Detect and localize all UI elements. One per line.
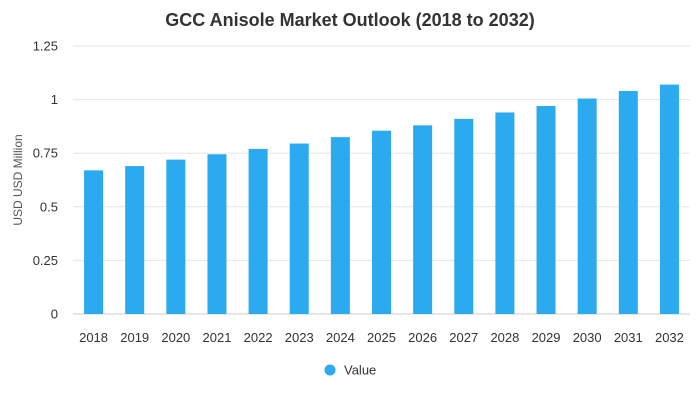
x-tick-label: 2021 xyxy=(203,330,232,345)
x-tick-label: 2020 xyxy=(161,330,190,345)
y-tick-label: 0.5 xyxy=(40,199,58,214)
y-tick-label: 0.75 xyxy=(33,146,58,161)
x-tick-label: 2029 xyxy=(532,330,561,345)
y-tick-label: 1 xyxy=(51,92,58,107)
y-tick-label: 0.25 xyxy=(33,253,58,268)
x-tick-label: 2023 xyxy=(285,330,314,345)
chart-title: GCC Anisole Market Outlook (2018 to 2032… xyxy=(165,10,534,30)
x-tick-label: 2019 xyxy=(120,330,149,345)
bar-2023[interactable] xyxy=(289,143,309,314)
x-tick-label: 2031 xyxy=(614,330,643,345)
x-axis-ticks: 2018 2019 2020 2021 2022 2023 2024 2025 2026 2027… xyxy=(79,330,684,345)
bar-2029[interactable] xyxy=(536,106,556,314)
bars xyxy=(84,84,679,315)
x-tick-label: 2028 xyxy=(490,330,519,345)
bar-2020[interactable] xyxy=(166,159,186,314)
x-tick-label: 2024 xyxy=(326,330,355,345)
bar-2026[interactable] xyxy=(413,125,433,314)
bar-2025[interactable] xyxy=(372,130,391,314)
legend-swatch-value xyxy=(324,364,336,376)
legend[interactable]: Value xyxy=(324,363,377,378)
bar-2031[interactable] xyxy=(618,91,638,314)
x-tick-label: 2030 xyxy=(573,330,602,345)
y-axis-label: USD USD Million xyxy=(11,134,25,225)
y-axis-ticks: 0 0.25 0.5 0.75 1 1.25 xyxy=(33,39,58,322)
legend-label-value: Value xyxy=(344,363,376,378)
bar-2022[interactable] xyxy=(248,148,268,314)
bar-2021[interactable] xyxy=(207,154,227,314)
y-tick-label: 0 xyxy=(51,307,58,322)
x-tick-label: 2032 xyxy=(655,330,684,345)
y-tick-label: 1.25 xyxy=(33,39,58,54)
bar-2027[interactable] xyxy=(454,118,474,315)
x-tick-label: 2026 xyxy=(408,330,437,345)
x-tick-label: 2018 xyxy=(79,330,108,345)
bar-2024[interactable] xyxy=(330,137,350,314)
x-tick-label: 2025 xyxy=(367,330,396,345)
bar-2028[interactable] xyxy=(495,112,515,315)
x-tick-label: 2022 xyxy=(244,330,273,345)
bar-2030[interactable] xyxy=(577,98,597,314)
x-tick-label: 2027 xyxy=(449,330,478,345)
bar-2032[interactable] xyxy=(659,84,679,314)
bar-2019[interactable] xyxy=(125,166,145,314)
bar-2018[interactable] xyxy=(84,170,104,314)
